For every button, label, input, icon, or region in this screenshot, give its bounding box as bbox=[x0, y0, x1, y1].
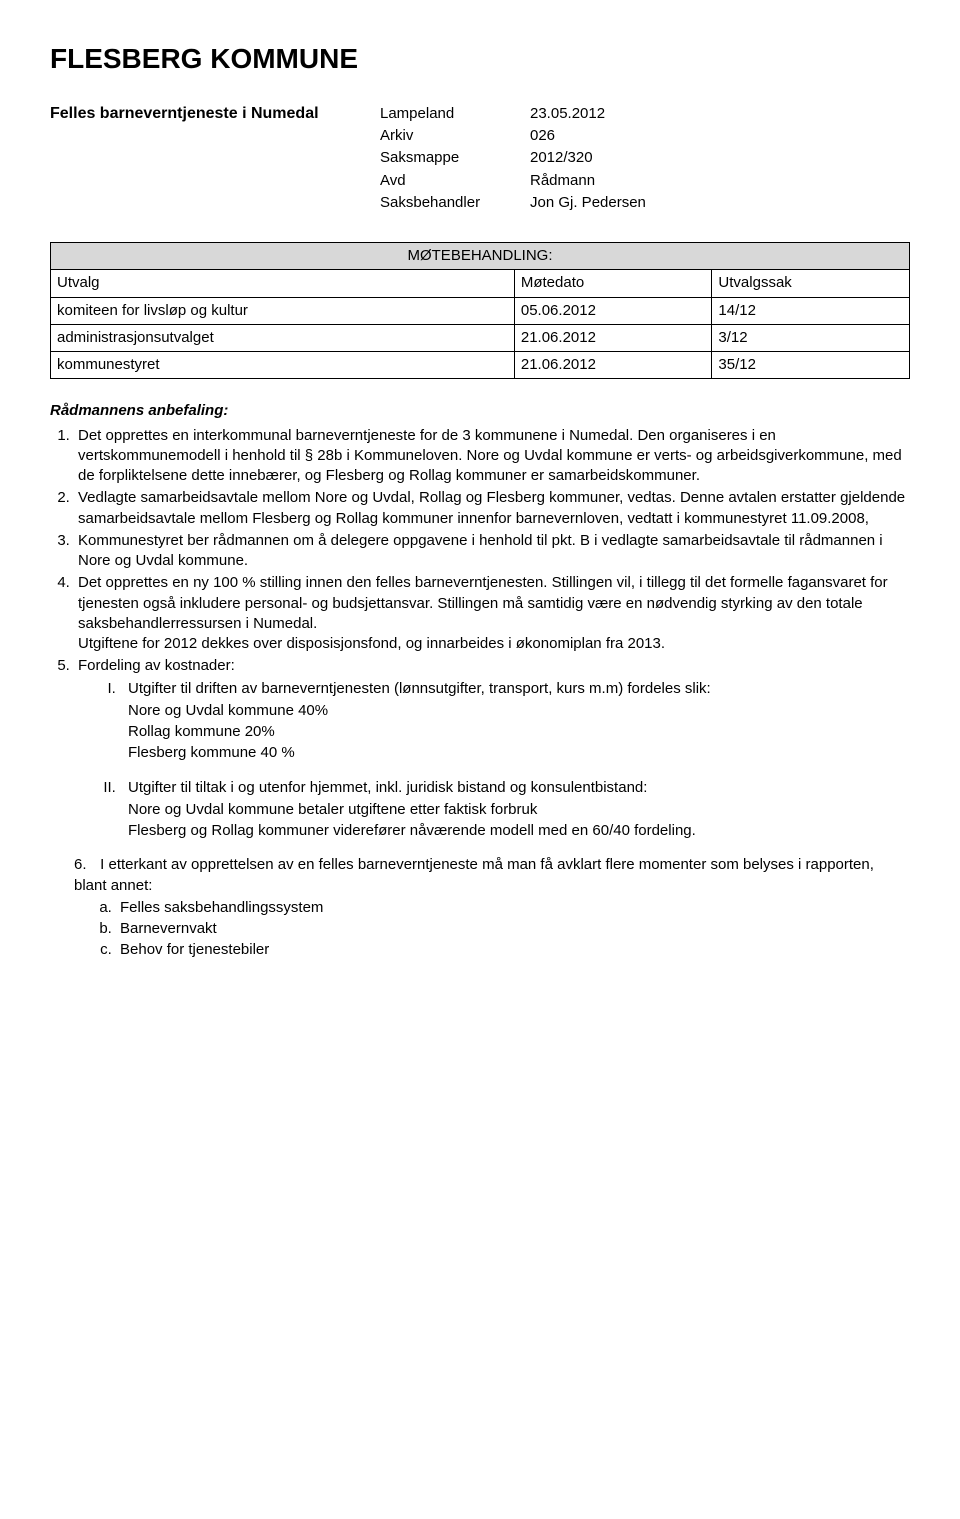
sub-line: Rollag kommune 20% bbox=[128, 722, 910, 742]
subject-label: Felles barneverntjeneste i Numedal bbox=[50, 103, 380, 125]
cell-date: 21.06.2012 bbox=[514, 352, 712, 379]
list-item-text: Fordeling av kostnader: bbox=[78, 657, 235, 674]
col-header-utvalg: Utvalg bbox=[51, 270, 515, 297]
table-row: kommunestyret 21.06.2012 35/12 bbox=[51, 352, 910, 379]
meta-value: 2012/320 bbox=[530, 147, 666, 169]
cell-utvalg: kommunestyret bbox=[51, 352, 515, 379]
roman-item-text: Utgifter til tiltak i og utenfor hjemmet… bbox=[128, 779, 647, 796]
col-header-date: Møtedato bbox=[514, 270, 712, 297]
item-6-sublist: Felles saksbehandlingssystem Barnevernva… bbox=[74, 898, 910, 961]
meta-label: Saksmappe bbox=[380, 147, 530, 169]
cell-sak: 35/12 bbox=[712, 352, 910, 379]
sub-line: Nore og Uvdal kommune 40% bbox=[128, 701, 910, 721]
meta-value: 23.05.2012 bbox=[530, 103, 666, 125]
col-header-sak: Utvalgssak bbox=[712, 270, 910, 297]
cell-sak: 14/12 bbox=[712, 297, 910, 324]
meta-label: Saksbehandler bbox=[380, 192, 530, 214]
cell-utvalg: administrasjonsutvalget bbox=[51, 324, 515, 351]
sub-line: Flesberg kommune 40 % bbox=[128, 743, 910, 763]
sub-line: Nore og Uvdal kommune betaler utgiftene … bbox=[128, 800, 910, 820]
item-6-number: 6. bbox=[74, 855, 96, 875]
roman-item: Utgifter til tiltak i og utenfor hjemmet… bbox=[120, 778, 910, 842]
item-6-text: I etterkant av opprettelsen av en felles… bbox=[74, 856, 874, 893]
recommendation-heading: Rådmannens anbefaling: bbox=[50, 401, 910, 421]
item-6: 6. I etterkant av opprettelsen av en fel… bbox=[50, 855, 910, 960]
roman-item-text: Utgifter til driften av barneverntjenest… bbox=[128, 680, 711, 697]
sub-lines: Nore og Uvdal kommune betaler utgiftene … bbox=[128, 800, 910, 842]
list-item: Det opprettes en ny 100 % stilling innen… bbox=[74, 573, 910, 654]
meta-label: Arkiv bbox=[380, 125, 530, 147]
alpha-item: Behov for tjenestebiler bbox=[116, 940, 910, 960]
meta-table: Lampeland23.05.2012 Arkiv026 Saksmappe20… bbox=[380, 103, 666, 214]
list-item: Kommunestyret ber rådmannen om å deleger… bbox=[74, 531, 910, 572]
sub-line: Flesberg og Rollag kommuner viderefører … bbox=[128, 821, 910, 841]
table-row: komiteen for livsløp og kultur 05.06.201… bbox=[51, 297, 910, 324]
table-row: administrasjonsutvalget 21.06.2012 3/12 bbox=[51, 324, 910, 351]
meeting-table: MØTEBEHANDLING: Utvalg Møtedato Utvalgss… bbox=[50, 242, 910, 379]
header-block: Felles barneverntjeneste i Numedal Lampe… bbox=[50, 103, 910, 214]
document-title: FLESBERG KOMMUNE bbox=[50, 40, 910, 78]
meeting-header: MØTEBEHANDLING: bbox=[51, 243, 910, 270]
meta-label: Lampeland bbox=[380, 103, 530, 125]
cell-utvalg: komiteen for livsløp og kultur bbox=[51, 297, 515, 324]
alpha-item: Felles saksbehandlingssystem bbox=[116, 898, 910, 918]
recommendation-list: Det opprettes en interkommunal barnevern… bbox=[50, 426, 910, 842]
meta-value: Jon Gj. Pedersen bbox=[530, 192, 666, 214]
sub-lines: Nore og Uvdal kommune 40% Rollag kommune… bbox=[128, 701, 910, 764]
list-item: Vedlagte samarbeidsavtale mellom Nore og… bbox=[74, 488, 910, 529]
list-item: Det opprettes en interkommunal barnevern… bbox=[74, 426, 910, 487]
list-item: Fordeling av kostnader: Utgifter til dri… bbox=[74, 656, 910, 841]
meta-value: Rådmann bbox=[530, 170, 666, 192]
meta-label: Avd bbox=[380, 170, 530, 192]
roman-item: Utgifter til driften av barneverntjenest… bbox=[120, 679, 910, 764]
cell-date: 05.06.2012 bbox=[514, 297, 712, 324]
cost-split-list: Utgifter til driften av barneverntjenest… bbox=[78, 679, 910, 842]
cell-date: 21.06.2012 bbox=[514, 324, 712, 351]
meta-value: 026 bbox=[530, 125, 666, 147]
alpha-item: Barnevernvakt bbox=[116, 919, 910, 939]
cell-sak: 3/12 bbox=[712, 324, 910, 351]
